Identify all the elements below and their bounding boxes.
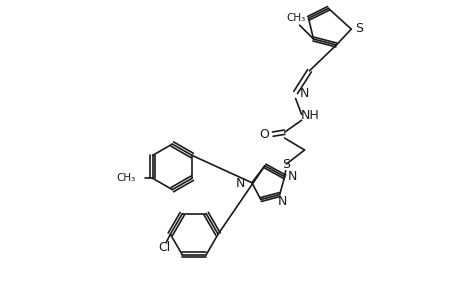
Text: O: O: [258, 128, 268, 141]
Text: S: S: [354, 22, 363, 34]
Text: Cl: Cl: [158, 241, 170, 254]
Text: CH₃: CH₃: [116, 173, 135, 183]
Text: N: N: [235, 177, 244, 190]
Text: N: N: [287, 170, 297, 183]
Text: CH₃: CH₃: [285, 13, 305, 23]
Text: S: S: [281, 158, 289, 171]
Text: N: N: [299, 87, 308, 100]
Text: N: N: [277, 195, 287, 208]
Text: NH: NH: [301, 109, 319, 122]
